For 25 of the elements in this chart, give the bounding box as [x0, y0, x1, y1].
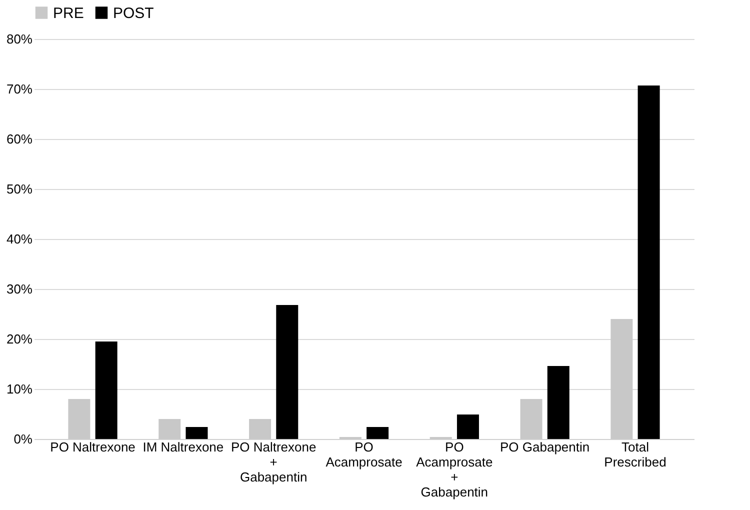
bar: [366, 427, 389, 439]
y-tick-label: 0%: [14, 432, 33, 446]
bar: [638, 86, 660, 439]
y-tick-label: 50%: [6, 182, 33, 196]
legend-label: PRE: [53, 4, 84, 22]
x-tick-label: PO Gabapentin: [500, 440, 590, 454]
x-tick-label: PO Acamprosate: [326, 440, 402, 470]
bar: [456, 414, 479, 439]
y-tick-label: 40%: [6, 232, 33, 246]
y-tick-label: 10%: [6, 382, 33, 396]
y-tick-label: 60%: [6, 132, 33, 146]
bar: [276, 305, 298, 439]
bar: [186, 427, 208, 439]
y-tick-label: 20%: [6, 332, 33, 346]
legend-label: POST: [113, 4, 154, 22]
x-tick-label: Total Prescribed: [604, 440, 666, 470]
x-tick-label: PO Acamprosate + Gabapentin: [416, 440, 493, 500]
x-tick-label: IM Naltrexone: [142, 440, 224, 454]
x-tick-label: PO Naltrexone: [50, 440, 136, 454]
bar: [95, 342, 118, 439]
x-tick-label: PO Naltrexone + Gabapentin: [230, 440, 316, 484]
y-tick-label: 70%: [6, 82, 33, 96]
bar: [547, 366, 570, 439]
y-tick-label: 80%: [6, 32, 33, 46]
y-tick-label: 30%: [6, 282, 33, 296]
